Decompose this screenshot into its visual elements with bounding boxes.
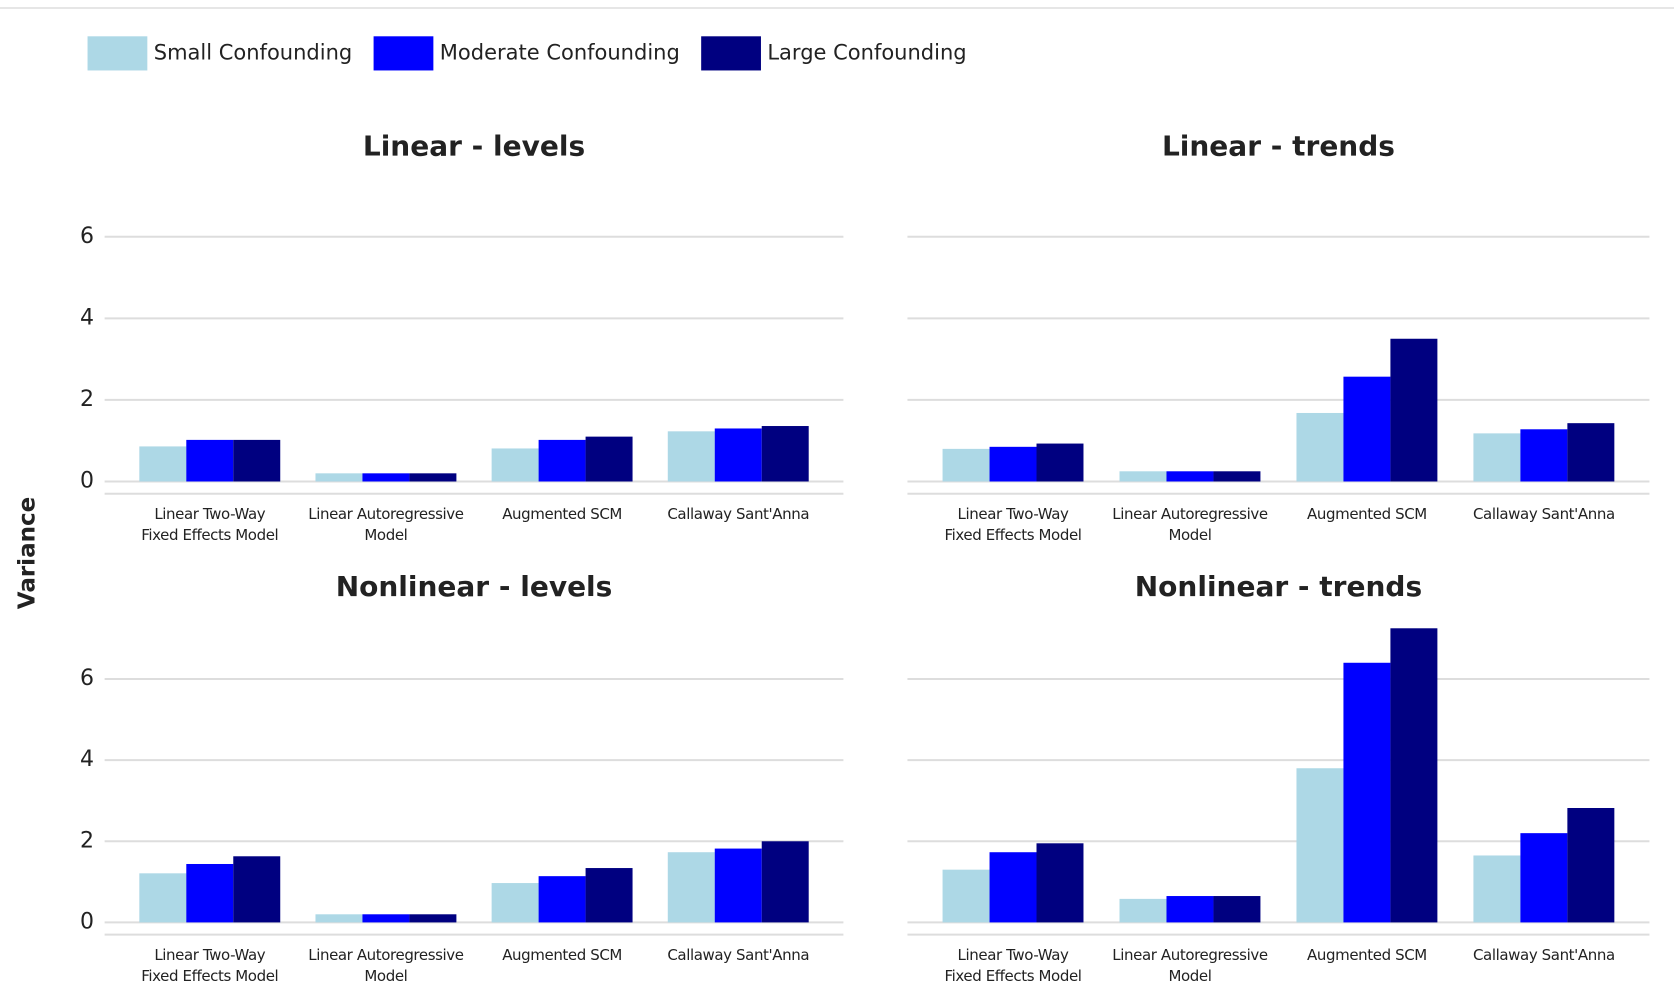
bar xyxy=(139,446,187,482)
bar xyxy=(1119,471,1167,482)
bar xyxy=(942,869,990,923)
bar xyxy=(1520,429,1568,482)
bar xyxy=(1390,338,1438,482)
bar xyxy=(1520,833,1568,923)
bar xyxy=(1119,898,1167,923)
y-tick-label: 2 xyxy=(80,387,94,412)
legend-swatch xyxy=(373,36,434,71)
bar xyxy=(585,436,633,482)
bar xyxy=(362,914,410,923)
y-tick-label: 4 xyxy=(80,305,94,330)
x-tick-label: Linear Two-Way Fixed Effects Model xyxy=(141,505,279,545)
bar xyxy=(1036,443,1084,482)
bar xyxy=(233,439,281,482)
x-tick-label: Linear Autoregressive Model xyxy=(308,946,464,986)
bar xyxy=(1166,471,1214,482)
bar xyxy=(667,852,715,923)
bar xyxy=(989,446,1037,482)
bar xyxy=(714,428,762,482)
bar xyxy=(1473,433,1521,482)
x-tick-label: Linear Two-Way Fixed Effects Model xyxy=(944,505,1082,545)
bar xyxy=(233,856,281,923)
legend-swatch xyxy=(701,36,761,71)
bar xyxy=(1213,896,1261,923)
bar xyxy=(491,448,539,482)
y-tick-label: 4 xyxy=(80,747,94,772)
bar xyxy=(1036,843,1084,923)
x-tick-label: Linear Two-Way Fixed Effects Model xyxy=(944,946,1082,986)
bar xyxy=(1567,808,1615,923)
bar xyxy=(585,868,633,923)
x-tick-label: Linear Autoregressive Model xyxy=(1112,946,1268,986)
bar xyxy=(315,914,363,923)
panel-title: Nonlinear - levels xyxy=(336,570,613,603)
bar xyxy=(989,852,1037,923)
bar xyxy=(315,473,363,482)
x-tick-label: Callaway Sant'Anna xyxy=(667,946,810,965)
bar xyxy=(1343,662,1391,923)
bar xyxy=(139,873,187,923)
bar xyxy=(1343,376,1391,482)
bar xyxy=(538,439,586,482)
x-tick-label: Callaway Sant'Anna xyxy=(1472,505,1615,524)
y-tick-label: 6 xyxy=(80,666,94,691)
bar xyxy=(1473,855,1521,923)
bar xyxy=(714,848,762,923)
bar xyxy=(362,473,410,482)
legend-label: Small Confounding xyxy=(154,40,353,64)
y-tick-label: 0 xyxy=(80,909,94,934)
x-tick-label: Augmented SCM xyxy=(502,946,622,965)
bar xyxy=(409,473,457,482)
y-axis-label: Variance xyxy=(14,497,40,609)
legend-swatch xyxy=(87,36,148,71)
bar xyxy=(1166,896,1214,923)
x-tick-label: Callaway Sant'Anna xyxy=(1472,946,1615,965)
panel-title: Linear - trends xyxy=(1162,129,1395,162)
bar xyxy=(942,448,990,482)
bar xyxy=(1296,412,1344,482)
x-tick-label: Augmented SCM xyxy=(502,505,622,524)
bar xyxy=(667,431,715,482)
bar xyxy=(1390,628,1438,923)
bar xyxy=(186,439,234,482)
x-tick-label: Augmented SCM xyxy=(1307,946,1427,965)
x-tick-label: Callaway Sant'Anna xyxy=(667,505,810,524)
panel-title: Nonlinear - trends xyxy=(1135,570,1422,603)
y-tick-label: 2 xyxy=(80,828,94,853)
y-tick-label: 0 xyxy=(80,468,94,493)
bar xyxy=(491,883,539,923)
bar xyxy=(761,426,809,482)
bar xyxy=(186,863,234,923)
panel-title: Linear - levels xyxy=(363,129,585,162)
bar xyxy=(761,841,809,923)
bar xyxy=(1296,768,1344,923)
x-tick-label: Augmented SCM xyxy=(1307,505,1427,524)
x-tick-label: Linear Autoregressive Model xyxy=(1112,505,1268,545)
x-tick-label: Linear Two-Way Fixed Effects Model xyxy=(141,946,279,986)
x-tick-label: Linear Autoregressive Model xyxy=(308,505,464,545)
bar xyxy=(1213,471,1261,482)
bar xyxy=(538,876,586,923)
bar xyxy=(1567,423,1615,482)
bar xyxy=(409,914,457,923)
legend-label: Large Confounding xyxy=(767,40,966,64)
legend-label: Moderate Confounding xyxy=(440,40,680,64)
y-tick-label: 6 xyxy=(80,224,94,249)
